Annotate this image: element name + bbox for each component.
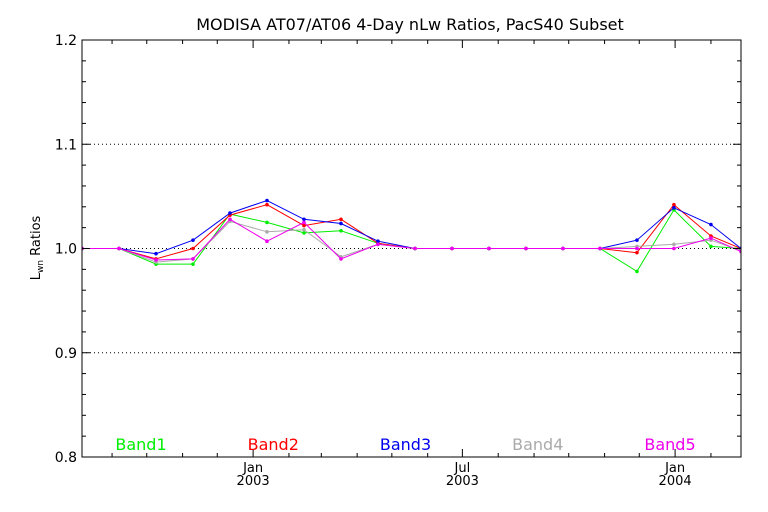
- plot-area: [82, 198, 741, 274]
- legend: Band1 Band2 Band3 Band4 Band5: [115, 435, 695, 454]
- data-point: [413, 246, 417, 251]
- data-point: [228, 211, 232, 215]
- y-tick-label: 1.2: [55, 33, 77, 49]
- data-point: [635, 269, 639, 274]
- y-axis-label-subscript: wn: [36, 260, 46, 273]
- legend-entry: Band4: [512, 435, 563, 454]
- data-point: [302, 220, 306, 225]
- legend-entry: Band2: [248, 435, 299, 454]
- data-point: [672, 242, 676, 247]
- data-point: [117, 246, 121, 251]
- data-point: [265, 220, 269, 225]
- data-point: [191, 257, 195, 261]
- data-point: [265, 239, 269, 244]
- data-point: [376, 242, 380, 247]
- y-axis-label: Lwn Ratios: [29, 215, 46, 280]
- data-point: [635, 246, 639, 251]
- data-point: [635, 238, 639, 242]
- y-tick-label: 0.9: [55, 346, 77, 362]
- data-point: [302, 227, 306, 232]
- data-point: [709, 236, 713, 240]
- data-point: [635, 250, 639, 255]
- x-tick-year: 2003: [237, 474, 270, 489]
- data-point: [450, 246, 454, 251]
- y-axis-label-rest: Ratios: [29, 215, 44, 260]
- series-band5: [82, 217, 741, 262]
- data-point: [339, 217, 343, 222]
- y-tick-label: 1.0: [55, 242, 77, 258]
- x-tick-year: 2004: [659, 474, 692, 489]
- data-point: [709, 244, 713, 249]
- legend-entry: Band1: [115, 435, 166, 454]
- y-tick-label: 1.1: [55, 137, 77, 153]
- legend-entry: Band5: [644, 435, 695, 454]
- data-point: [672, 206, 676, 210]
- legend-entry: Band3: [380, 435, 431, 454]
- data-point: [191, 262, 195, 266]
- data-point: [339, 221, 343, 226]
- y-tick-label: 0.8: [55, 450, 77, 466]
- data-point: [265, 202, 269, 207]
- data-point: [265, 198, 269, 203]
- data-point: [228, 217, 232, 222]
- data-point: [598, 246, 602, 251]
- chart-title: MODISA AT07/AT06 4-Day nLw Ratios, PacS4…: [196, 15, 624, 34]
- data-point: [672, 246, 676, 251]
- data-point: [191, 246, 195, 251]
- data-point: [339, 228, 343, 233]
- data-point: [339, 257, 343, 261]
- x-tick-month: Jan: [242, 461, 263, 476]
- x-tick-year: 2003: [446, 474, 479, 489]
- x-tick-month: Jan: [664, 461, 685, 476]
- data-point: [561, 246, 565, 251]
- data-point: [487, 246, 491, 251]
- data-point: [302, 223, 306, 228]
- data-point: [376, 239, 380, 244]
- data-point: [302, 231, 306, 235]
- data-point: [302, 217, 306, 222]
- data-point: [154, 258, 158, 262]
- x-tick-month: Jul: [454, 461, 471, 476]
- data-point: [265, 230, 269, 234]
- y-axis-label-main: L: [29, 272, 44, 280]
- data-point: [672, 202, 676, 207]
- data-point: [154, 251, 158, 256]
- data-point: [524, 246, 528, 251]
- data-point: [191, 238, 195, 242]
- data-point: [709, 222, 713, 227]
